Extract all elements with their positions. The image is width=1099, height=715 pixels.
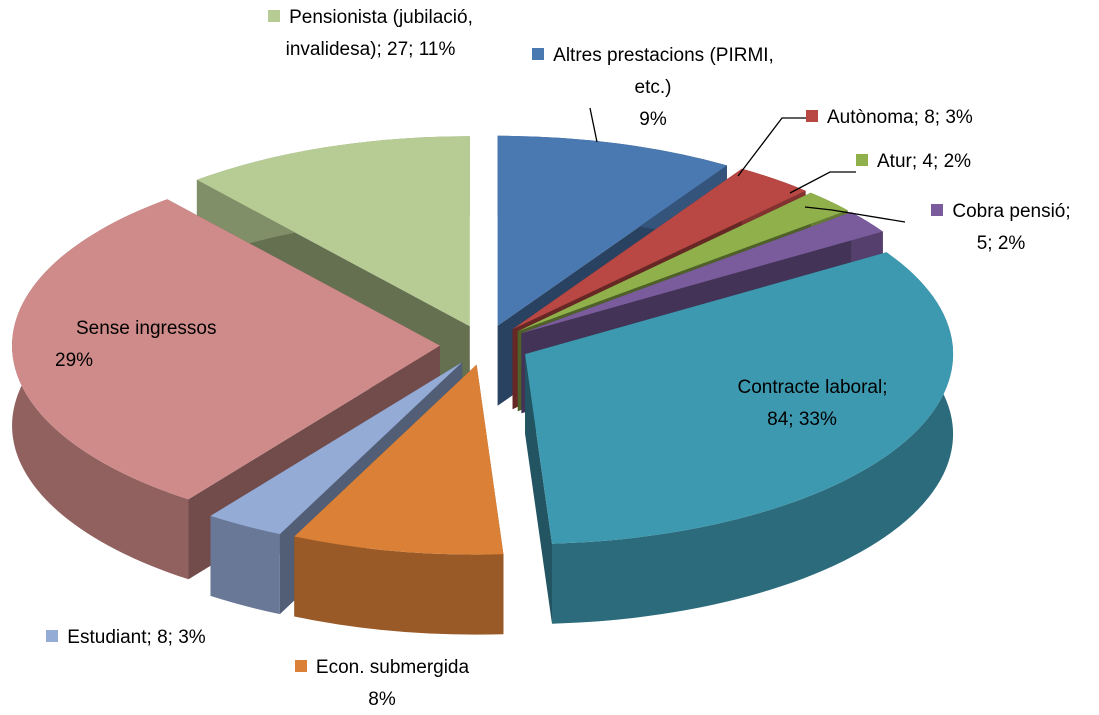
data-label: Atur; 4; 2% bbox=[856, 146, 1016, 178]
label-percent: 11% bbox=[418, 39, 456, 60]
label-percent: 8% bbox=[368, 689, 396, 710]
label-separator: ; bbox=[913, 107, 925, 128]
data-label: Contracte laboral; 84; 33% bbox=[672, 372, 932, 436]
leader-line bbox=[804, 206, 906, 223]
legend-key bbox=[806, 110, 818, 122]
label-category: Atur bbox=[877, 151, 912, 172]
label-separator: ; bbox=[934, 107, 946, 128]
label-count: 5 bbox=[976, 233, 988, 254]
legend-key bbox=[716, 380, 729, 392]
label-category: Autònoma bbox=[827, 107, 914, 128]
label-category: Econ. submergida bbox=[315, 657, 470, 678]
leader-line bbox=[789, 171, 856, 194]
legend-key bbox=[532, 48, 545, 60]
label-category: Estudiant bbox=[67, 627, 147, 648]
label-separator: ; bbox=[376, 39, 388, 60]
label-count: 27 bbox=[387, 39, 409, 60]
slice-top bbox=[525, 252, 954, 544]
slice-top bbox=[12, 199, 441, 500]
label-separator: ; bbox=[408, 39, 419, 60]
slice-wall bbox=[294, 536, 504, 635]
label-category: Cobra pensió bbox=[952, 201, 1066, 222]
data-label: Pensionista (jubilació, invalidesa); 27;… bbox=[258, 2, 483, 66]
label-separator: ; bbox=[1065, 201, 1071, 222]
label-category: Pensionista (jubilació, invalidesa) bbox=[285, 7, 473, 60]
label-percent: 9% bbox=[639, 109, 667, 130]
slices bbox=[12, 135, 954, 635]
slice bbox=[525, 252, 954, 624]
label-percent: 2% bbox=[943, 151, 972, 172]
slice bbox=[294, 364, 504, 635]
slice-top bbox=[512, 168, 806, 330]
legend-key bbox=[55, 321, 67, 333]
label-separator: ; bbox=[987, 233, 998, 254]
slice-wall bbox=[552, 252, 954, 624]
label-category: Sense ingressos bbox=[76, 318, 217, 339]
data-label: Cobra pensió; 5; 2% bbox=[906, 196, 1096, 260]
label-percent: 3% bbox=[945, 107, 973, 128]
slice-top bbox=[294, 364, 504, 555]
slice-top bbox=[517, 192, 848, 332]
slice-top bbox=[210, 362, 463, 535]
data-label: Autònoma; 8; 3% bbox=[806, 102, 1036, 134]
leader-line bbox=[737, 117, 806, 177]
data-label: Sense ingressos 29% bbox=[55, 313, 270, 377]
slice-top bbox=[196, 136, 470, 327]
label-percent: 3% bbox=[178, 627, 206, 648]
label-count: 8 bbox=[924, 107, 935, 128]
legend-key bbox=[46, 630, 59, 642]
label-separator: ; bbox=[911, 151, 923, 172]
label-count: 84 bbox=[767, 409, 789, 430]
legend-key bbox=[931, 204, 944, 216]
label-separator: ; bbox=[788, 409, 799, 430]
slice-top bbox=[521, 212, 883, 334]
label-percent: 2% bbox=[997, 233, 1026, 254]
slice-top bbox=[497, 135, 727, 326]
leader-line bbox=[589, 107, 598, 143]
slice-wall bbox=[210, 515, 280, 615]
label-count: 4 bbox=[922, 151, 933, 172]
data-label: Altres prestacions (PIRMI, etc.) 9% bbox=[528, 40, 778, 136]
label-percent: 29% bbox=[55, 350, 94, 371]
label-category: Contracte laboral bbox=[737, 377, 883, 398]
label-separator: ; bbox=[146, 627, 158, 648]
label-percent: 33% bbox=[798, 409, 837, 430]
legend-key bbox=[294, 660, 307, 672]
data-label: Econ. submergida 8% bbox=[262, 652, 502, 715]
label-separator: ; bbox=[882, 377, 888, 398]
label-separator: ; bbox=[933, 151, 944, 172]
label-count: 8 bbox=[157, 627, 168, 648]
label-separator: ; bbox=[167, 627, 179, 648]
data-label: Estudiant; 8; 3% bbox=[6, 622, 246, 654]
slice-side bbox=[525, 354, 552, 624]
label-category: Altres prestacions (PIRMI, etc.) bbox=[553, 45, 774, 98]
legend-key bbox=[268, 10, 281, 22]
legend-key bbox=[856, 154, 868, 166]
